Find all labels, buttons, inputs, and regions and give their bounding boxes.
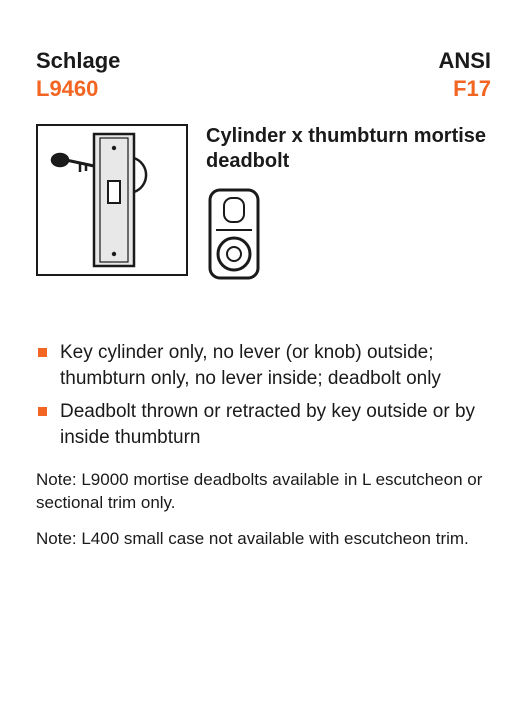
figure-row: Cylinder x thumbturn mortise deadbolt bbox=[36, 124, 491, 280]
product-title: Cylinder x thumbturn mortise deadbolt bbox=[206, 124, 491, 174]
list-item: Deadbolt thrown or retracted by key outs… bbox=[36, 399, 491, 450]
lock-diagram-icon bbox=[38, 126, 186, 274]
title-column: Cylinder x thumbturn mortise deadbolt bbox=[206, 124, 491, 280]
ansi-block: ANSI F17 bbox=[438, 48, 491, 102]
feature-list: Key cylinder only, no lever (or knob) ou… bbox=[36, 340, 491, 451]
model-number: L9460 bbox=[36, 76, 120, 102]
ansi-code: F17 bbox=[438, 76, 491, 102]
scar-plate-icon bbox=[206, 188, 262, 280]
brand-block: Schlage L9460 bbox=[36, 48, 120, 102]
header: Schlage L9460 ANSI F17 bbox=[36, 48, 491, 102]
note-text: Note: L400 small case not available with… bbox=[36, 528, 491, 551]
ansi-label: ANSI bbox=[438, 48, 491, 74]
list-item: Key cylinder only, no lever (or knob) ou… bbox=[36, 340, 491, 391]
brand-label: Schlage bbox=[36, 48, 120, 74]
lock-diagram-box bbox=[36, 124, 188, 276]
note-text: Note: L9000 mortise deadbolts available … bbox=[36, 469, 491, 515]
